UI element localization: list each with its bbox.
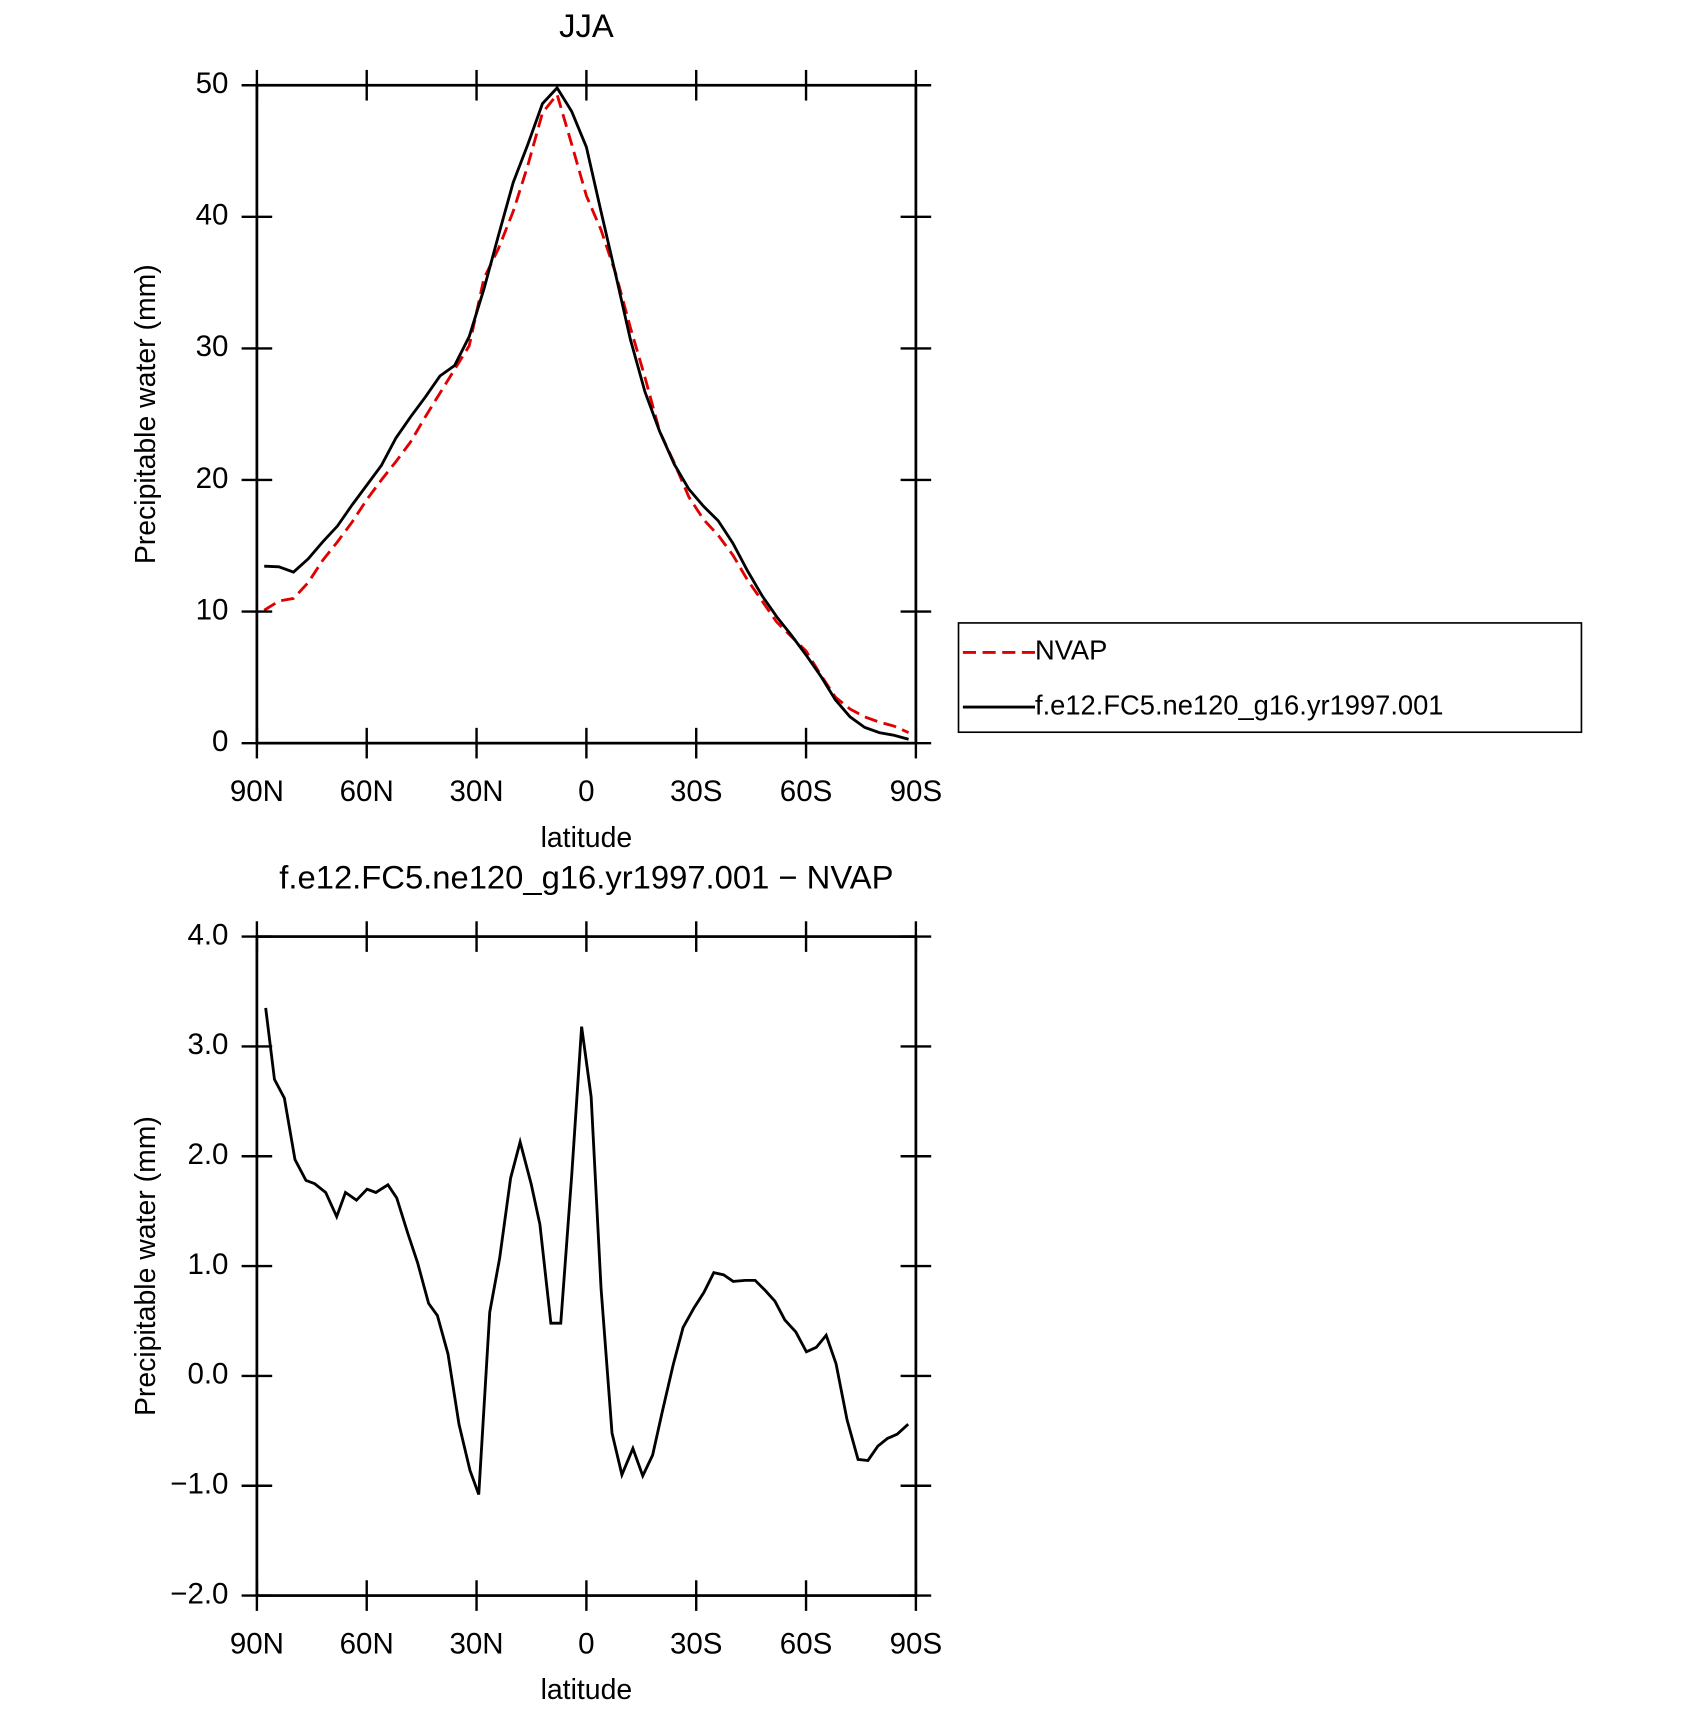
- x-tick-label: 90N: [230, 1628, 284, 1661]
- x-tick-label: 90S: [890, 775, 942, 808]
- chart-title: JJA: [559, 7, 614, 44]
- x-axis-label: latitude: [541, 1674, 633, 1706]
- y-tick-label: 30: [196, 330, 229, 363]
- chart-title: f.e12.FC5.ne120_g16.yr1997.001 − NVAP: [279, 858, 893, 895]
- plot-frame: [255, 83, 918, 745]
- x-tick-label: 60S: [780, 775, 833, 808]
- y-tick-label: 20: [196, 462, 229, 495]
- y-tick-label: 0.0: [187, 1358, 228, 1391]
- y-tick-label: 2.0: [187, 1138, 228, 1171]
- y-tick-label: −1.0: [170, 1468, 228, 1501]
- legend-box: [957, 622, 1583, 734]
- y-tick-label: 1.0: [187, 1248, 228, 1281]
- x-tick-label: 60N: [340, 775, 394, 808]
- y-tick-label: 3.0: [187, 1028, 228, 1061]
- x-tick-label: 60N: [340, 1628, 394, 1661]
- data-line: [264, 85, 909, 741]
- x-tick-label: 90S: [890, 1628, 942, 1661]
- legend-label: NVAP: [1035, 635, 1107, 666]
- data-line: [264, 1007, 910, 1496]
- y-tick-label: −2.0: [170, 1577, 228, 1610]
- x-tick-label: 60S: [780, 1628, 833, 1661]
- x-tick-label: 30S: [670, 775, 723, 808]
- x-tick-label: 30N: [449, 1628, 503, 1661]
- legend-label: f.e12.FC5.ne120_g16.yr1997.001: [1035, 689, 1444, 720]
- data-line: [263, 91, 910, 734]
- x-tick-label: 0: [578, 775, 594, 808]
- y-tick-label: 4.0: [187, 918, 228, 951]
- x-tick-label: 0: [578, 1628, 594, 1661]
- y-tick-label: 40: [196, 199, 229, 232]
- x-axis-label: latitude: [541, 822, 633, 854]
- x-tick-label: 30N: [449, 775, 503, 808]
- plot-frame: [255, 935, 918, 1597]
- y-tick-label: 50: [196, 67, 229, 100]
- y-axis-label: Precipitable water (mm): [130, 264, 162, 564]
- x-tick-label: 90N: [230, 775, 284, 808]
- x-tick-label: 30S: [670, 1628, 723, 1661]
- y-tick-label: 0: [212, 725, 228, 758]
- y-tick-label: 10: [196, 593, 229, 626]
- y-axis-label: Precipitable water (mm): [130, 1116, 162, 1416]
